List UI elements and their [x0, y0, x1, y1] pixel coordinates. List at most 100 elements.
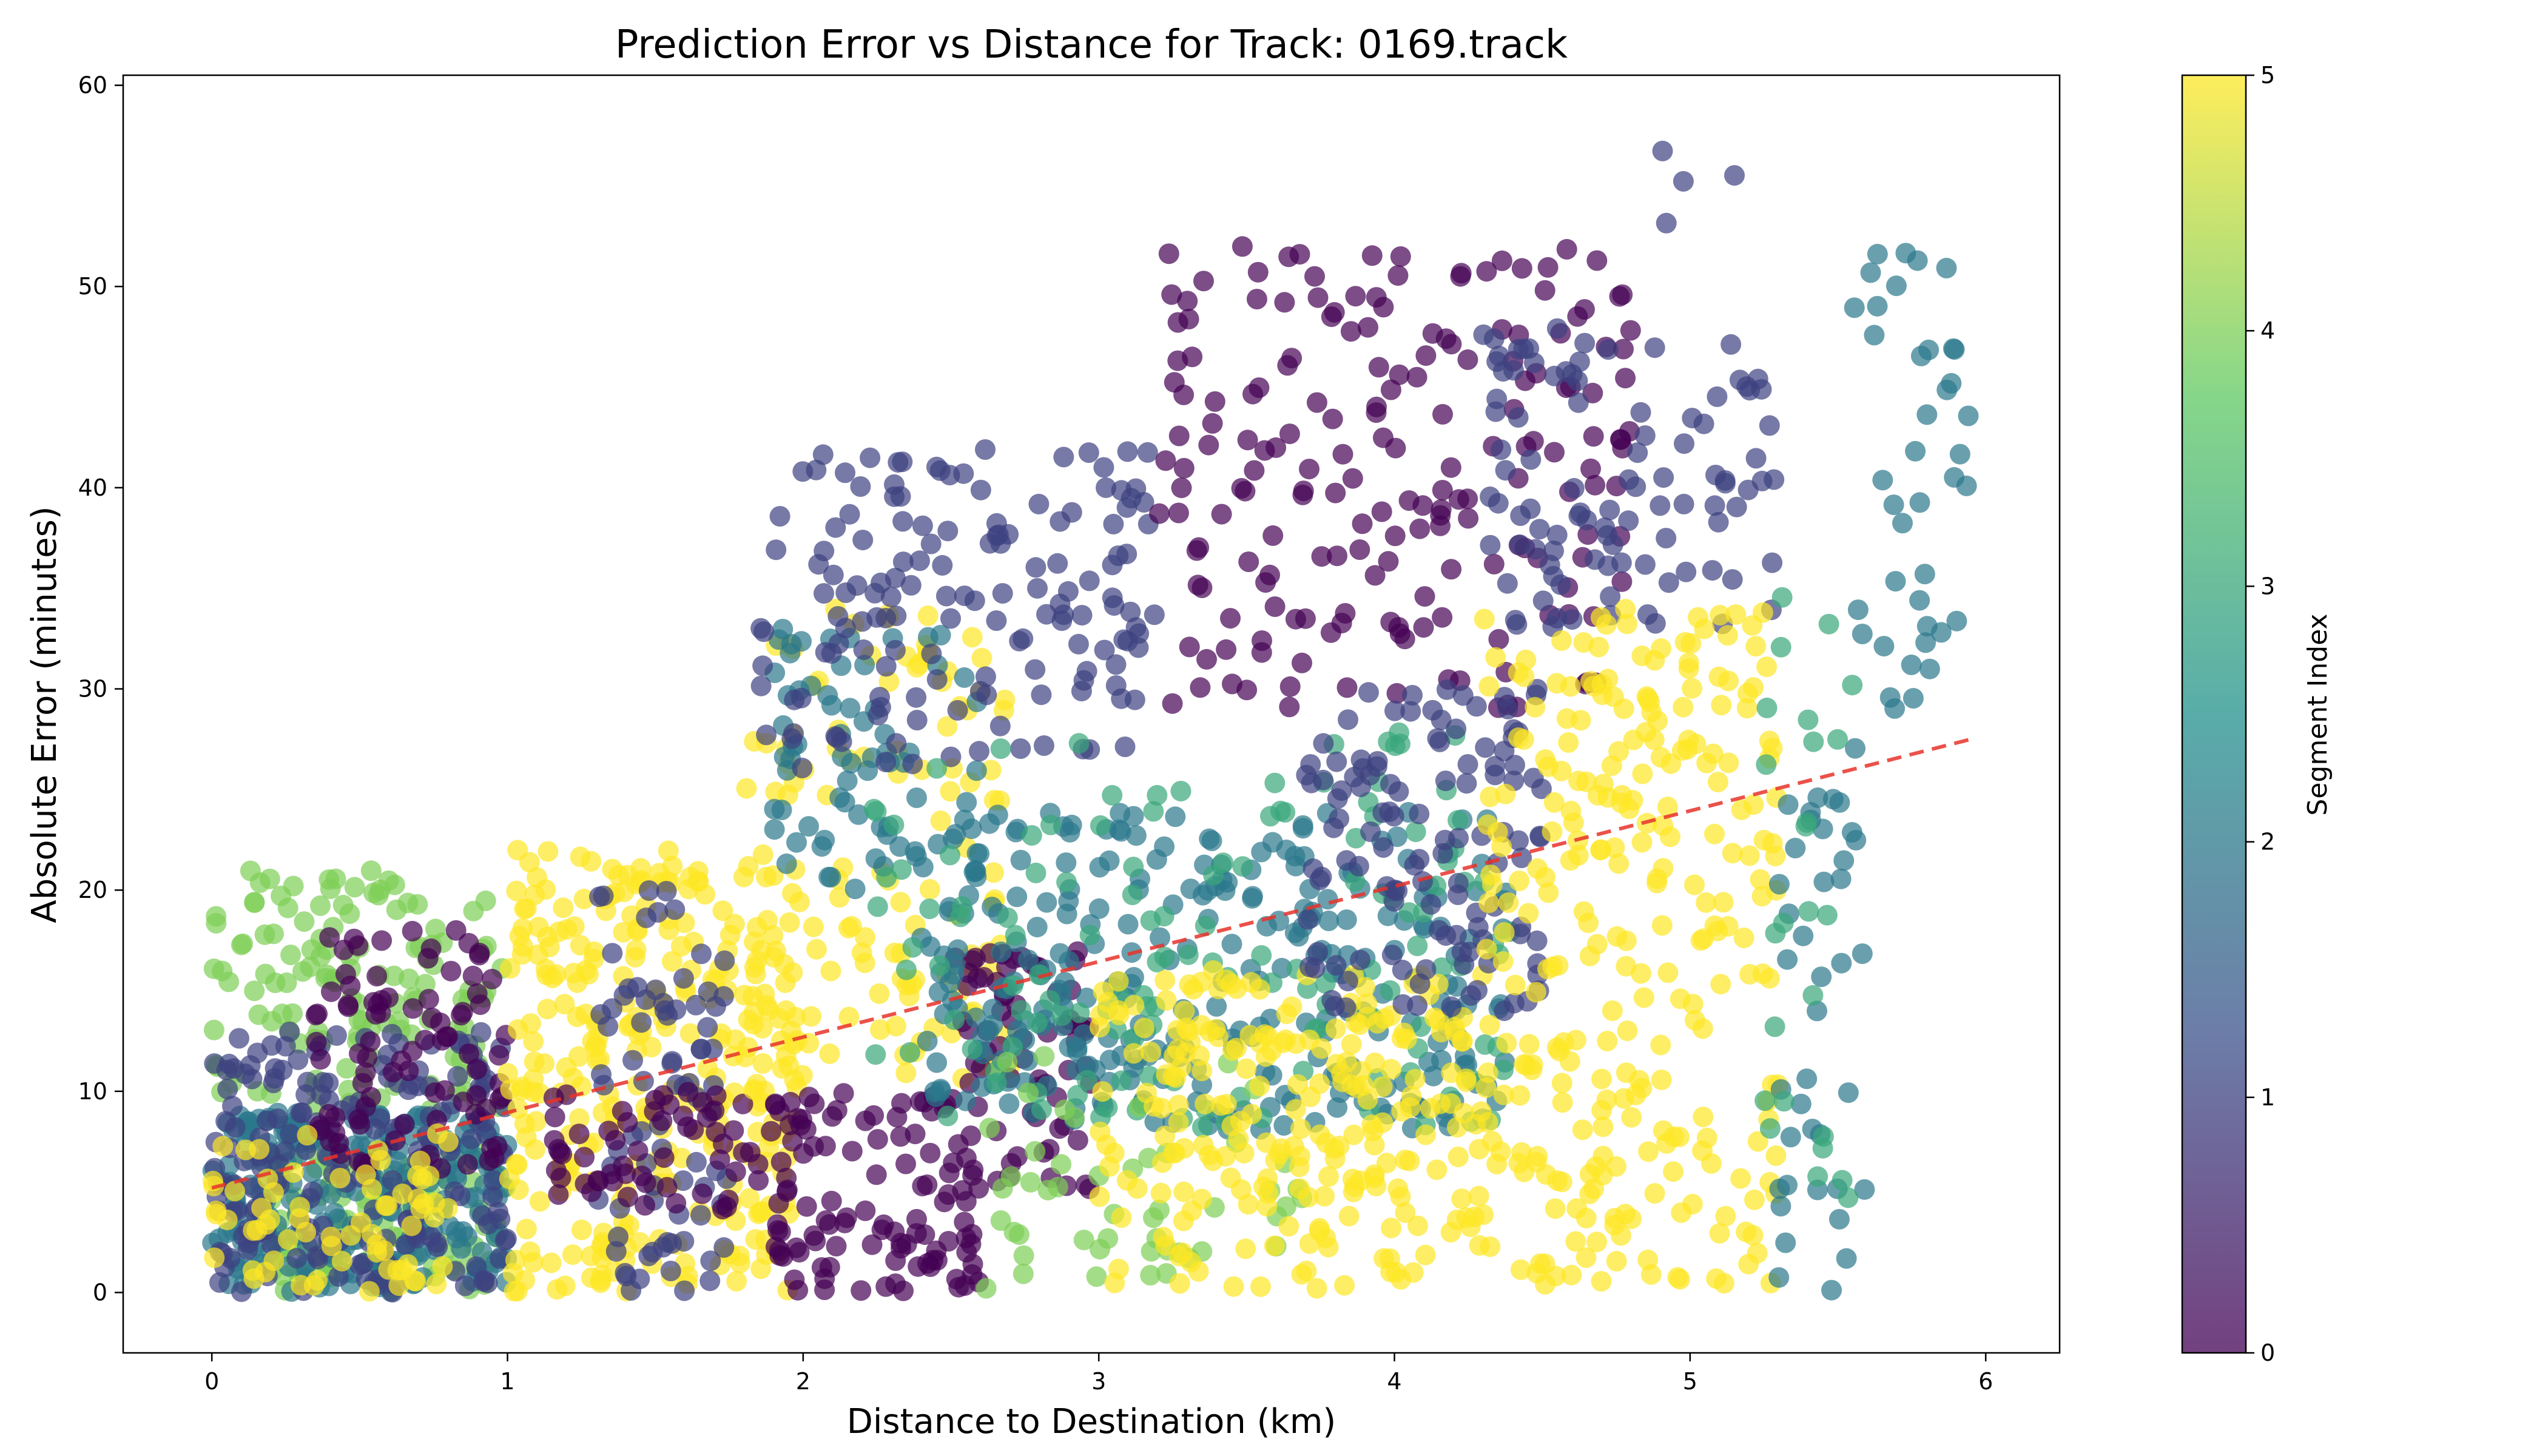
data-point	[405, 1270, 426, 1292]
data-point	[1491, 836, 1512, 857]
data-point	[1644, 337, 1665, 359]
data-point	[1327, 545, 1347, 567]
data-point	[935, 585, 957, 607]
data-point	[1534, 280, 1555, 301]
data-point	[1426, 1159, 1448, 1181]
data-point	[1431, 499, 1452, 520]
data-point	[631, 1012, 652, 1033]
data-point	[1604, 1215, 1625, 1236]
data-point	[1350, 749, 1372, 770]
data-point	[1949, 443, 1970, 465]
data-point	[1798, 901, 1819, 922]
data-point	[1580, 671, 1601, 692]
data-point	[516, 1218, 537, 1239]
data-point	[1841, 822, 1862, 843]
data-point	[1061, 814, 1082, 835]
data-point	[1838, 1187, 1859, 1208]
data-point	[1122, 885, 1143, 905]
data-point	[1574, 332, 1596, 354]
data-point	[1051, 610, 1073, 632]
data-point	[1486, 1153, 1508, 1175]
x-axis-ticks: 0 1 2 3 4 5 6	[204, 1353, 1993, 1395]
data-point	[1847, 599, 1869, 621]
data-point	[1056, 872, 1077, 893]
data-point	[1768, 874, 1790, 895]
data-point	[1368, 357, 1389, 378]
data-point	[1674, 433, 1694, 454]
data-point	[1538, 882, 1559, 903]
data-point	[1457, 488, 1478, 510]
data-point	[891, 859, 912, 880]
data-point	[1838, 1082, 1859, 1104]
data-point	[926, 669, 948, 690]
data-point	[1510, 1259, 1531, 1280]
data-point	[1745, 448, 1767, 469]
data-point	[1551, 1073, 1572, 1094]
data-point	[917, 1031, 938, 1051]
data-point	[1092, 1081, 1113, 1102]
data-point	[869, 983, 890, 1004]
data-point	[767, 1214, 788, 1235]
data-point	[326, 1025, 347, 1046]
data-point	[1404, 1069, 1426, 1090]
data-point	[506, 880, 527, 902]
data-point	[1241, 1104, 1262, 1125]
data-point	[1633, 987, 1654, 1008]
data-point	[924, 1081, 945, 1102]
data-point	[1326, 751, 1347, 772]
data-point	[1380, 379, 1401, 400]
data-point	[975, 439, 996, 460]
data-point	[562, 1244, 583, 1266]
data-point	[1650, 495, 1671, 516]
data-point	[1568, 770, 1589, 792]
data-point	[1343, 1181, 1364, 1202]
data-point	[1381, 1218, 1402, 1239]
data-point	[1025, 862, 1046, 883]
data-point	[482, 968, 502, 989]
data-point	[1246, 289, 1267, 309]
data-point	[976, 684, 997, 706]
data-point	[332, 894, 354, 915]
data-point	[1187, 575, 1208, 596]
data-point	[1334, 1275, 1355, 1296]
data-point	[206, 906, 227, 927]
colorbar-tick-label: 1	[2260, 1084, 2275, 1111]
data-point	[1162, 693, 1183, 714]
data-point	[971, 647, 993, 669]
data-point	[1089, 1017, 1110, 1038]
data-point	[447, 1066, 468, 1087]
data-point	[1446, 1209, 1468, 1230]
data-point	[1457, 349, 1478, 370]
data-point	[1117, 630, 1138, 652]
data-point	[625, 939, 647, 960]
data-point	[1759, 968, 1780, 989]
data-point	[1373, 837, 1394, 858]
data-point	[723, 1120, 744, 1141]
data-point	[621, 1280, 642, 1301]
data-point	[1693, 1107, 1714, 1128]
data-point	[1496, 1033, 1517, 1054]
data-point	[855, 927, 876, 948]
data-point	[1054, 1099, 1076, 1121]
data-point	[1515, 649, 1537, 670]
data-point	[277, 897, 298, 918]
data-point	[739, 1188, 760, 1209]
data-point	[1494, 1000, 1515, 1022]
data-point	[883, 814, 905, 835]
data-point	[871, 1219, 892, 1241]
data-point	[826, 1236, 847, 1257]
data-point	[1617, 613, 1637, 635]
data-point	[1706, 1268, 1727, 1289]
data-point	[359, 1281, 380, 1302]
data-point	[1765, 1145, 1787, 1166]
data-point	[1497, 698, 1518, 720]
data-point	[267, 1108, 288, 1129]
data-point	[1190, 677, 1211, 698]
data-point	[1563, 477, 1585, 499]
data-point	[476, 1099, 497, 1119]
data-point	[1181, 1200, 1202, 1221]
data-point	[1372, 1076, 1393, 1097]
data-point	[306, 1031, 327, 1053]
data-point	[1051, 1005, 1073, 1026]
data-point	[407, 1075, 428, 1096]
